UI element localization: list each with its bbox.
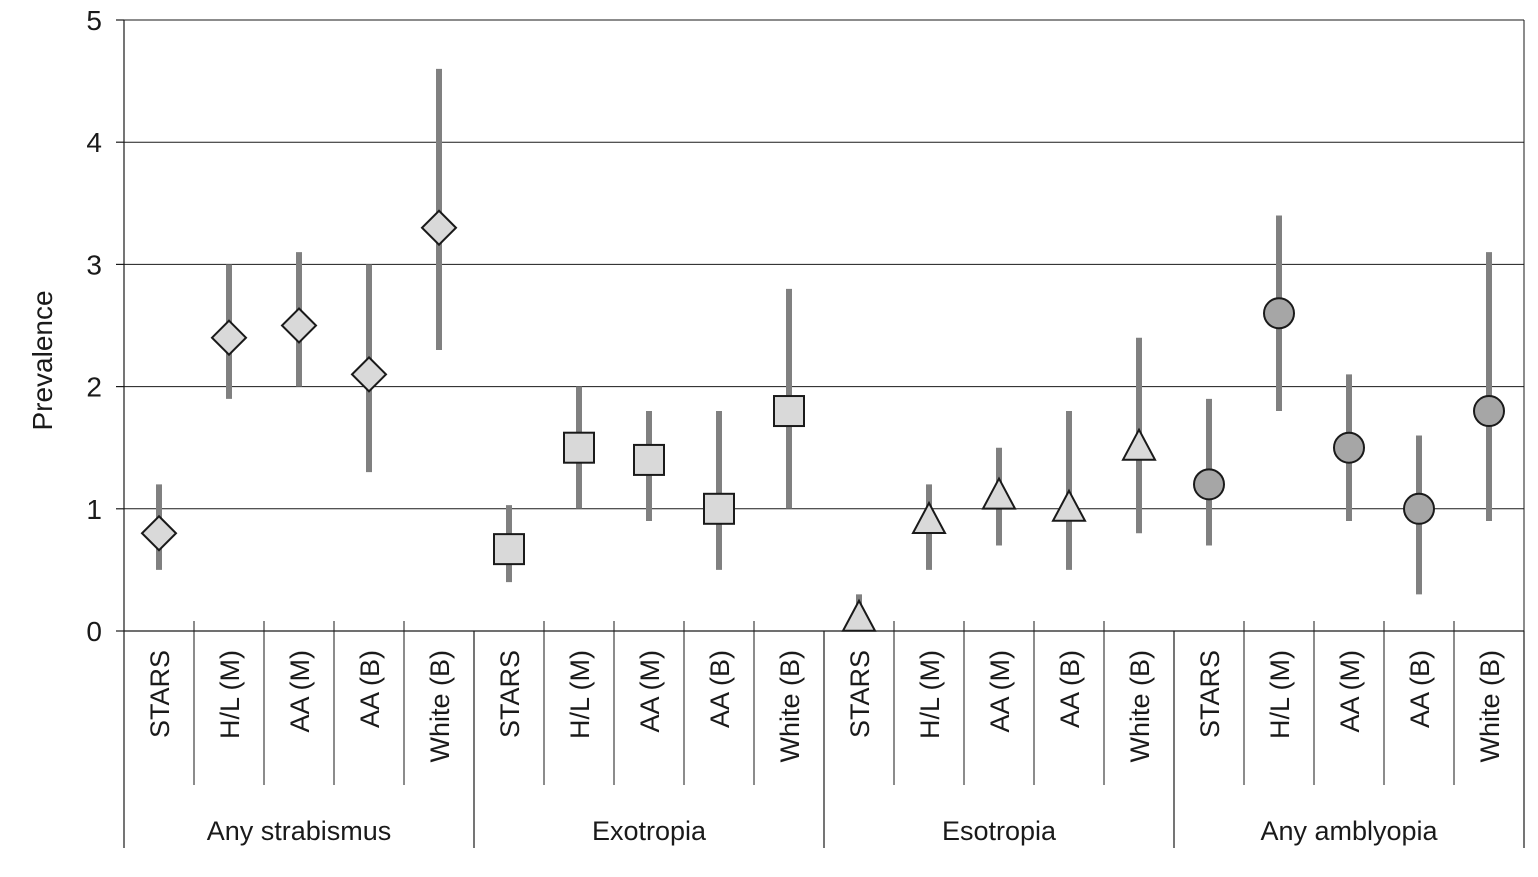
- data-point-square: [773, 395, 805, 428]
- data-point-diamond: [210, 319, 248, 357]
- data-point-triangle: [981, 476, 1017, 510]
- category-label: AA (B): [705, 650, 735, 728]
- category-label: AA (M): [285, 650, 315, 733]
- category-label: AA (M): [635, 650, 665, 733]
- data-point-triangle: [1051, 488, 1087, 522]
- category-label: AA (M): [1335, 650, 1365, 733]
- category-label: H/L (M): [215, 650, 245, 739]
- data-point-circle: [1193, 468, 1225, 501]
- data-point-circle: [1263, 297, 1295, 330]
- data-point-square: [703, 492, 735, 525]
- group-label: Any strabismus: [207, 816, 392, 846]
- data-point-circle: [1333, 431, 1365, 464]
- category-label: STARS: [1195, 650, 1225, 738]
- category-label: AA (B): [1055, 650, 1085, 728]
- data-point-diamond: [280, 307, 318, 344]
- category-label: H/L (M): [915, 650, 945, 739]
- gridlines: [124, 19, 1524, 510]
- data-point-diamond: [140, 514, 178, 552]
- group-label: Exotropia: [592, 816, 707, 846]
- data-point-circle: [1403, 492, 1435, 525]
- y-tick-label: 4: [86, 127, 102, 158]
- category-label: H/L (M): [565, 650, 595, 739]
- category-label: White (B): [775, 650, 805, 763]
- markers: [140, 209, 1505, 632]
- data-point-triangle: [911, 500, 947, 535]
- category-label: STARS: [495, 650, 525, 738]
- y-axis-label: Prevalence: [27, 290, 58, 430]
- data-point-circle: [1473, 395, 1505, 428]
- category-label: White (B): [1125, 650, 1155, 763]
- category-label: AA (B): [355, 650, 385, 728]
- y-tick-label: 0: [86, 616, 102, 647]
- category-label: White (B): [1475, 650, 1505, 763]
- data-point-square: [633, 443, 665, 476]
- group-label: Any amblyopia: [1260, 816, 1438, 846]
- data-point-triangle: [1121, 427, 1157, 461]
- axes: [116, 19, 1525, 848]
- labels: 0 1 2 3 4 5 Prevalence Any strabismus STARS H/L (…: [27, 5, 1505, 846]
- category-label: STARS: [145, 650, 175, 738]
- data-point-triangle: [841, 598, 877, 632]
- y-tick-label: 2: [86, 372, 102, 403]
- data-point-diamond: [420, 209, 458, 247]
- category-label: White (B): [425, 650, 455, 763]
- category-label: STARS: [845, 650, 875, 738]
- group-label: Esotropia: [942, 816, 1057, 846]
- error-bars: [156, 68, 1492, 631]
- data-point-square: [493, 533, 525, 566]
- y-tick-label: 5: [86, 5, 102, 36]
- y-tick-label: 1: [86, 494, 102, 525]
- category-label: AA (B): [1405, 650, 1435, 728]
- category-label: H/L (M): [1265, 650, 1295, 739]
- data-point-square: [563, 431, 595, 464]
- y-tick-label: 3: [86, 249, 102, 280]
- category-label: AA (M): [985, 650, 1015, 733]
- data-point-diamond: [350, 355, 388, 393]
